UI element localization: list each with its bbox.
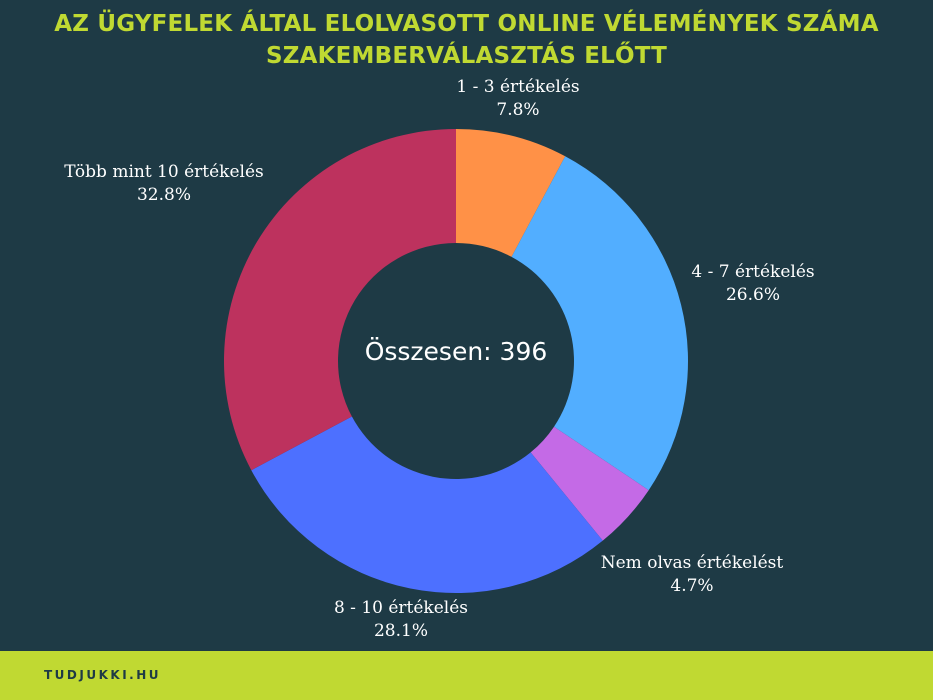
footer-bar: TUDJUKKI.HU <box>0 651 933 700</box>
slice-2 <box>511 156 688 491</box>
slice-5 <box>224 129 456 471</box>
donut-center-label: Összesen: 396 <box>365 337 548 366</box>
slice-value-5: 32.8% <box>137 185 191 205</box>
slice-label-1: 1 - 3 értékelés <box>456 77 579 97</box>
slice-value-2: 26.6% <box>726 285 780 305</box>
donut-slices <box>224 129 688 593</box>
slice-1 <box>456 129 566 257</box>
slice-label-4: 8 - 10 értékelés <box>334 598 468 618</box>
slice-label-5: Több mint 10 értékelés <box>64 162 264 182</box>
slice-4 <box>251 416 603 593</box>
slice-label-3: Nem olvas értékelést <box>601 553 784 573</box>
slice-value-3: 4.7% <box>670 576 713 596</box>
donut-chart: 1 - 3 értékelés 7.8% 4 - 7 értékelés 26.6% N… <box>64 77 814 641</box>
chart-title-line-1: AZ ÜGYFELEK ÁLTAL ELOLVASOTT ONLINE VÉLE… <box>54 11 879 37</box>
slice-3 <box>530 426 649 541</box>
slice-value-4: 28.1% <box>374 621 428 641</box>
chart-title: AZ ÜGYFELEK ÁLTAL ELOLVASOTT ONLINE VÉLE… <box>0 8 933 72</box>
brand-label: TUDJUKKI.HU <box>44 668 162 682</box>
slice-label-2: 4 - 7 értékelés <box>691 262 814 282</box>
slice-labels: 1 - 3 értékelés 7.8% 4 - 7 értékelés 26.6% N… <box>64 77 814 641</box>
slice-value-1: 7.8% <box>496 100 539 120</box>
chart-title-line-2: SZAKEMBERVÁLASZTÁS ELŐTT <box>265 43 668 69</box>
